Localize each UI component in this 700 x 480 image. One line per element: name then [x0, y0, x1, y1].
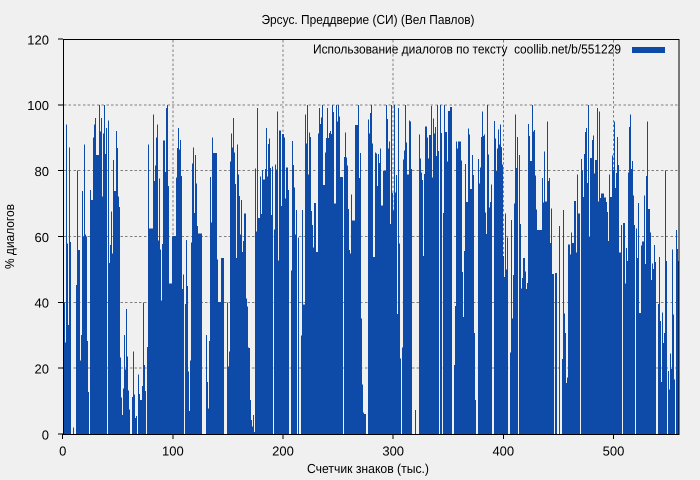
svg-text:Эрсус. Преддверие (СИ) (Вел Па: Эрсус. Преддверие (СИ) (Вел Павлов) — [262, 12, 475, 27]
svg-text:Использование диалогов по текс: Использование диалогов по тексту coollib… — [313, 42, 621, 57]
svg-text:80: 80 — [35, 164, 49, 179]
svg-text:120: 120 — [27, 32, 49, 47]
svg-text:0: 0 — [42, 427, 49, 442]
svg-text:0: 0 — [59, 444, 66, 459]
svg-text:100: 100 — [27, 98, 49, 113]
svg-text:% диалогов: % диалогов — [2, 204, 17, 269]
svg-text:40: 40 — [35, 296, 49, 311]
svg-text:400: 400 — [492, 444, 514, 459]
svg-text:300: 300 — [382, 444, 404, 459]
svg-text:Счетчик знаков (тыс.): Счетчик знаков (тыс.) — [307, 461, 429, 476]
svg-text:100: 100 — [162, 444, 184, 459]
svg-text:500: 500 — [603, 444, 625, 459]
svg-text:20: 20 — [35, 362, 49, 377]
svg-text:200: 200 — [272, 444, 294, 459]
svg-text:60: 60 — [35, 230, 49, 245]
